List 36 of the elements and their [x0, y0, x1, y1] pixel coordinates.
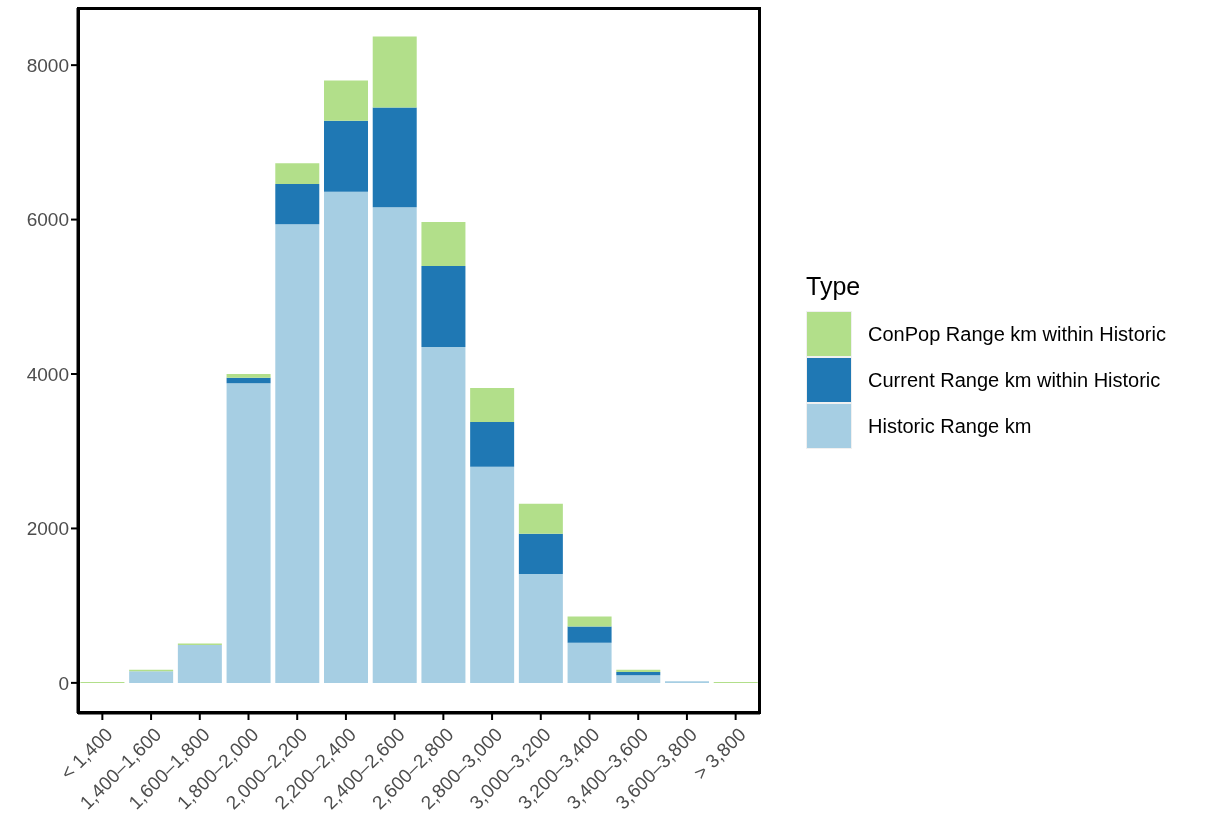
y-tick-label: 4000: [26, 363, 69, 385]
y-tick-label: 6000: [26, 209, 69, 231]
bar: [129, 671, 174, 683]
legend-label: Current Range km within Historic: [868, 368, 1161, 392]
bar: [275, 184, 320, 225]
bar: [567, 626, 612, 643]
y-tick-label: 2000: [26, 518, 69, 540]
legend-label: ConPop Range km within Historic: [868, 322, 1166, 346]
bar: [372, 207, 417, 683]
bar: [518, 533, 563, 575]
bar: [518, 574, 563, 683]
bar: [226, 383, 271, 683]
legend-label: Historic Range km: [868, 414, 1032, 438]
bar: [518, 503, 563, 534]
bar: [324, 191, 369, 683]
bar: [372, 107, 417, 208]
bar: [470, 466, 515, 683]
bar: [470, 387, 515, 422]
bar: [421, 221, 466, 266]
bar: [470, 421, 515, 467]
y-tick-label: 8000: [26, 54, 69, 76]
bar: [421, 265, 466, 347]
bar: [567, 616, 612, 627]
bar: [372, 36, 417, 108]
bar: [226, 377, 271, 384]
bar: [616, 675, 661, 683]
bar: [567, 642, 612, 683]
bar: [421, 346, 466, 683]
bar: [226, 374, 271, 378]
y-tick-label: 0: [58, 672, 69, 694]
legend-title: Type: [806, 272, 862, 301]
bar: [324, 80, 369, 121]
bar: [275, 224, 320, 683]
bar: [275, 163, 320, 185]
bar: [324, 120, 369, 192]
bar: [177, 645, 222, 683]
